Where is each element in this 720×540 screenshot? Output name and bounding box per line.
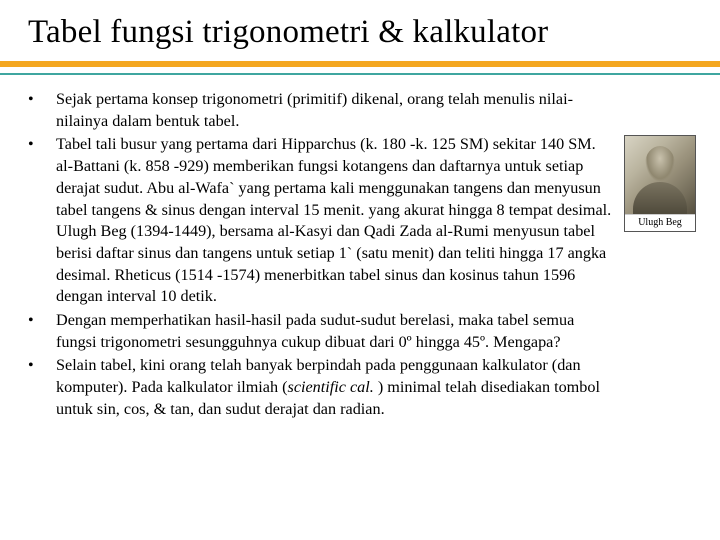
bullet-list: • Sejak pertama konsep trigonometri (pri… <box>28 89 624 423</box>
list-item: • Dengan memperhatikan hasil-hasil pada … <box>28 310 616 353</box>
decor-stripes <box>0 61 720 75</box>
bullet-marker: • <box>28 355 56 420</box>
portrait-caption: Ulugh Beg <box>625 214 695 231</box>
side-column: Ulugh Beg <box>624 89 704 423</box>
bullet-text: Sejak pertama konsep trigonometri (primi… <box>56 89 616 132</box>
bullet-marker: • <box>28 134 56 308</box>
title-area: Tabel fungsi trigonometri & kalkulator <box>0 0 720 51</box>
list-item: • Sejak pertama konsep trigonometri (pri… <box>28 89 616 132</box>
bullet-text: Selain tabel, kini orang telah banyak be… <box>56 355 616 420</box>
slide-title: Tabel fungsi trigonometri & kalkulator <box>28 14 720 51</box>
bullet-marker: • <box>28 89 56 132</box>
orange-stripe <box>0 61 720 67</box>
bullet-text: Dengan memperhatikan hasil-hasil pada su… <box>56 310 616 353</box>
list-item: • Tabel tali busur yang pertama dari Hip… <box>28 134 616 308</box>
portrait-card: Ulugh Beg <box>624 135 696 232</box>
bullet-text: Tabel tali busur yang pertama dari Hippa… <box>56 134 616 308</box>
list-item: • Selain tabel, kini orang telah banyak … <box>28 355 616 420</box>
bullet-marker: • <box>28 310 56 353</box>
content-area: • Sejak pertama konsep trigonometri (pri… <box>0 75 720 423</box>
portrait-image <box>625 136 695 214</box>
